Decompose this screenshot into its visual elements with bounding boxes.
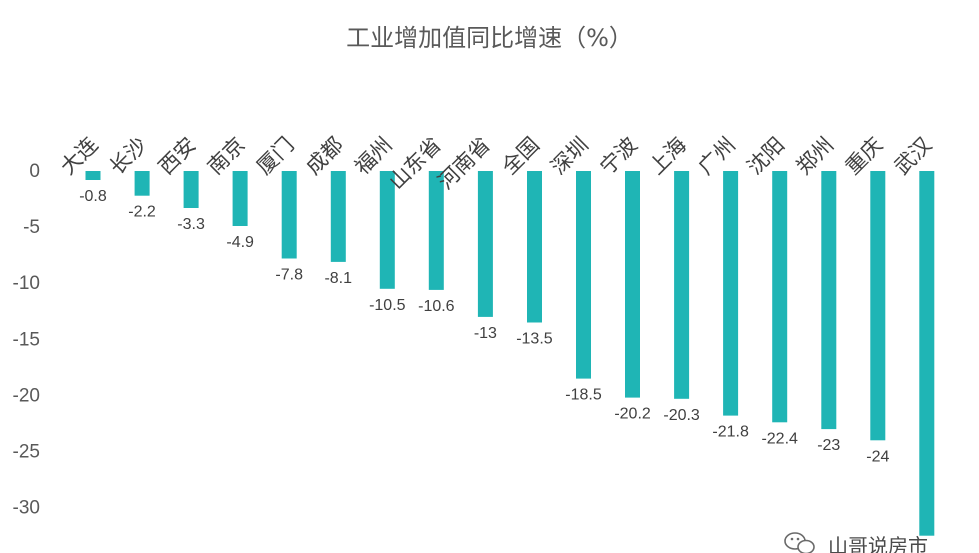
data-label: -23 <box>817 437 840 454</box>
data-label: -22.4 <box>761 430 798 447</box>
y-tick-label: 0 <box>29 161 40 182</box>
bar <box>821 171 837 430</box>
bar <box>527 171 542 323</box>
data-label: -21.8 <box>712 424 749 441</box>
bar <box>134 171 150 196</box>
bar <box>576 171 591 379</box>
bar <box>183 171 199 208</box>
chart-title: 工业增加值同比增速（%） <box>346 24 633 52</box>
bar <box>674 171 690 399</box>
bar <box>85 171 101 180</box>
data-label: -8.1 <box>324 270 352 287</box>
y-tick-label: -20 <box>13 385 40 406</box>
watermark: 山哥说房市 <box>784 532 928 553</box>
y-tick-label: -5 <box>23 217 40 238</box>
bar <box>919 171 935 536</box>
data-label: -20.2 <box>614 406 651 423</box>
y-tick-label: -10 <box>13 273 40 294</box>
data-label: -24 <box>866 448 889 465</box>
bar <box>428 171 444 290</box>
bar <box>870 171 886 441</box>
bars <box>85 171 935 536</box>
data-label: -2.2 <box>128 204 156 221</box>
data-label: -10.6 <box>418 298 455 315</box>
data-label: -7.8 <box>275 267 303 284</box>
bar <box>232 171 248 226</box>
watermark-text: 山哥说房市 <box>828 534 928 553</box>
y-tick-label: -25 <box>13 442 40 463</box>
data-label: -10.5 <box>369 297 406 314</box>
data-label: -0.8 <box>79 188 107 205</box>
bar <box>625 171 640 398</box>
data-label: -18.5 <box>565 387 602 404</box>
bar <box>281 171 297 259</box>
bar <box>379 171 395 289</box>
data-label: -13 <box>474 325 497 342</box>
y-axis: 0 -5 -10 -15 -20 -25 -30 <box>13 161 40 519</box>
y-tick-label: -15 <box>13 329 40 350</box>
bar <box>723 171 739 416</box>
data-label: -4.9 <box>226 234 254 251</box>
data-label: -13.5 <box>516 331 553 348</box>
bar <box>772 171 788 423</box>
bar <box>477 171 493 317</box>
data-labels: -0.8 -2.2 -3.3 -4.9 -7.8 -8.1 -10.5 -10.6 -13 -13… <box>79 188 889 465</box>
data-label: -20.3 <box>663 407 700 424</box>
wechat-icon <box>784 532 815 553</box>
bar <box>330 171 346 262</box>
data-label: -3.3 <box>177 216 205 233</box>
y-tick-label: -30 <box>13 498 40 519</box>
